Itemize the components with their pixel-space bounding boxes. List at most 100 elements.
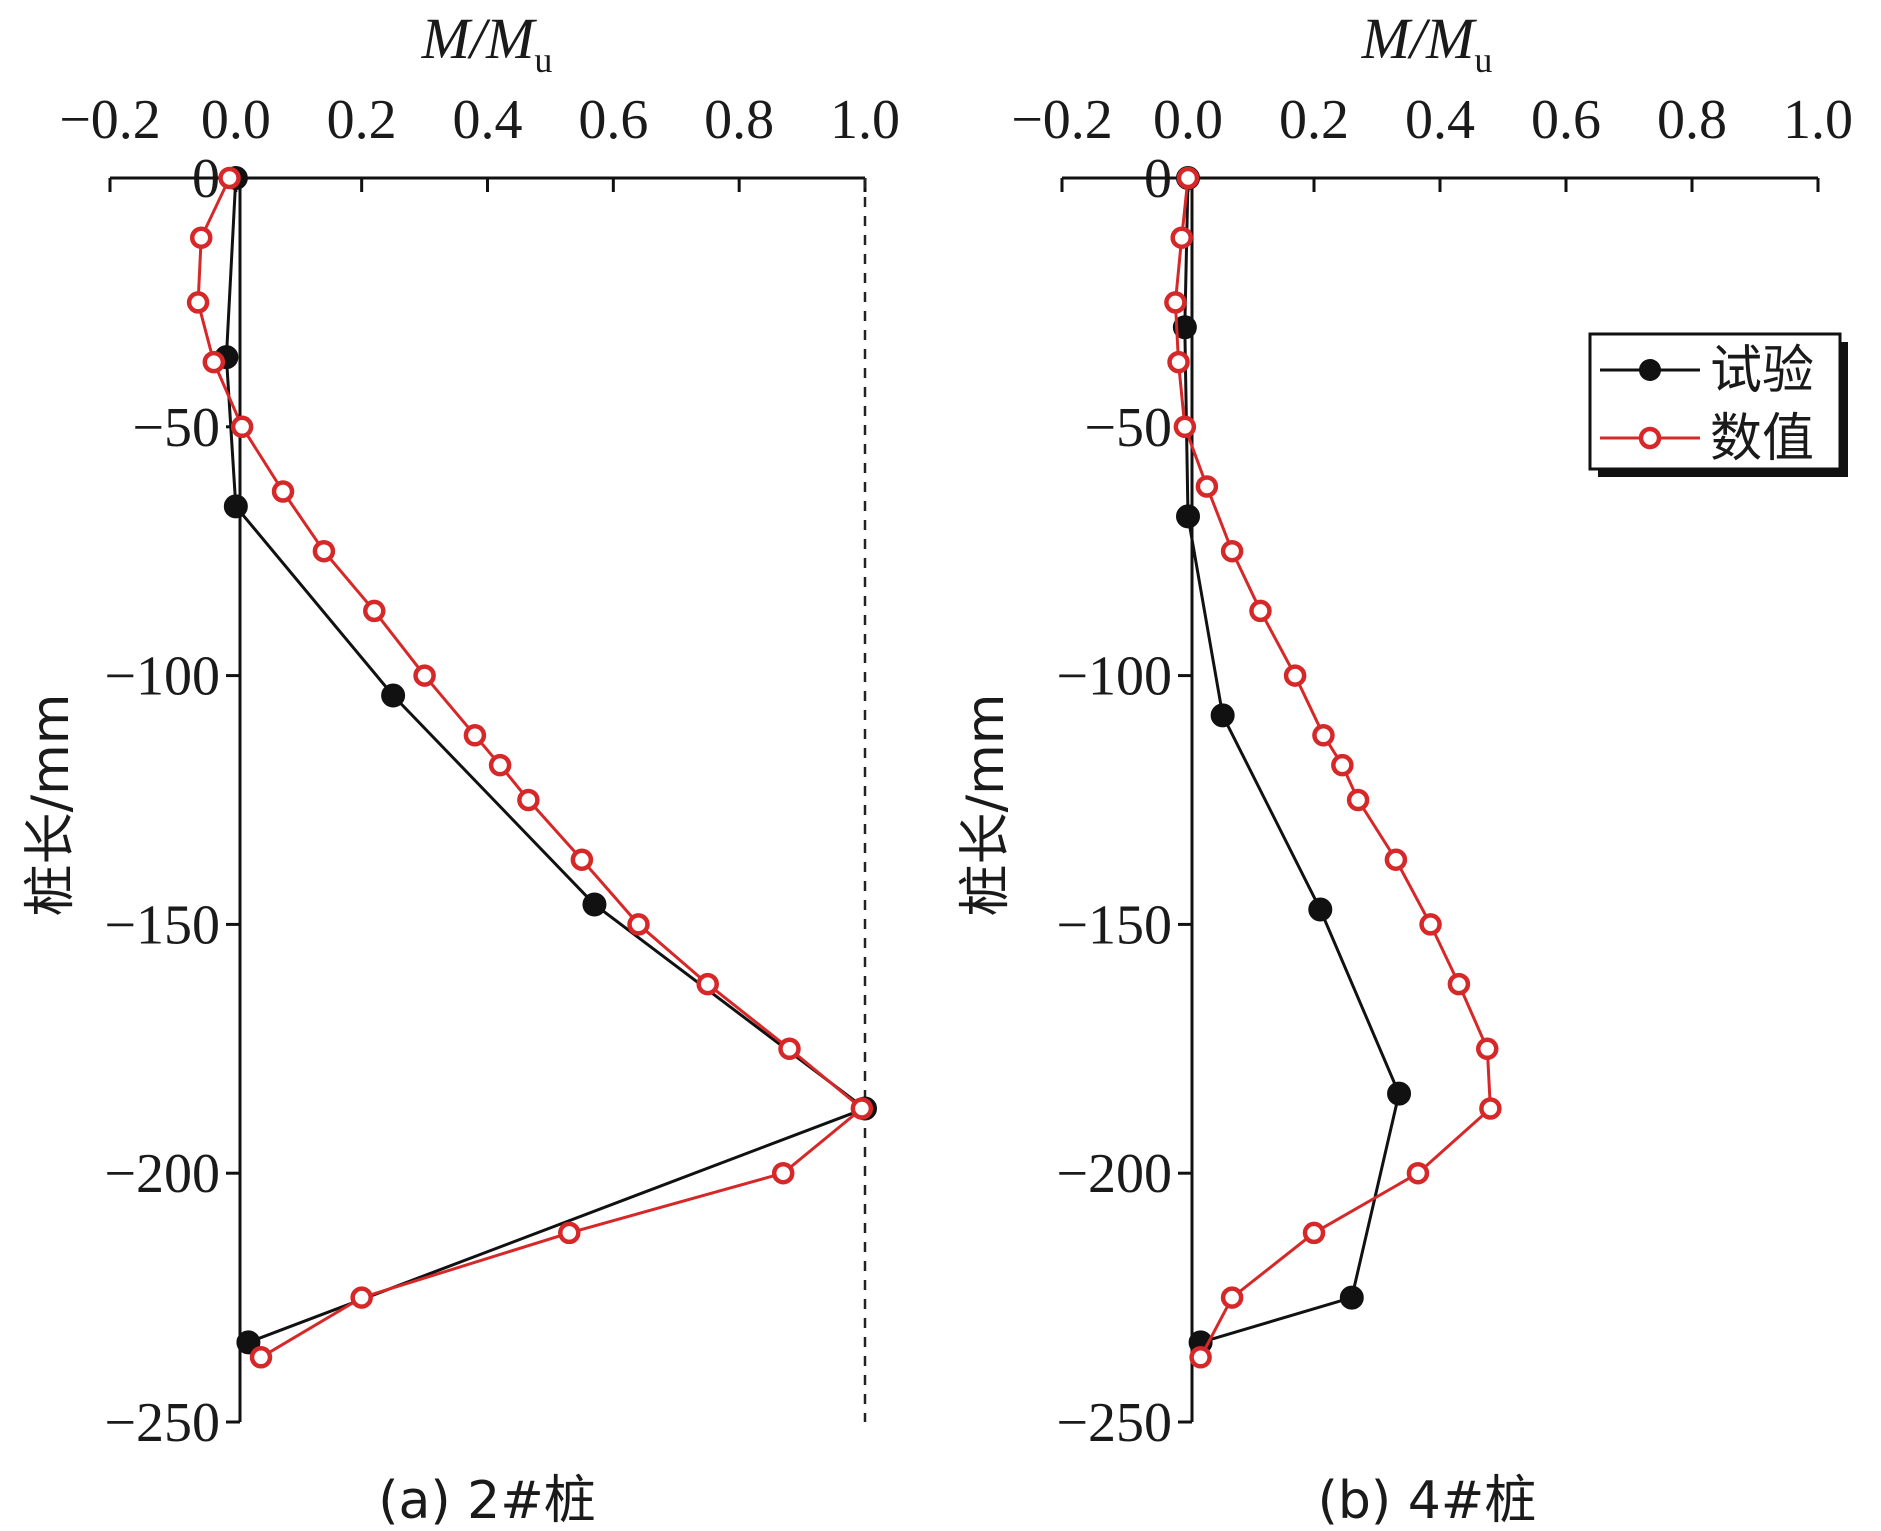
data-point <box>778 1037 801 1061</box>
x-tick-label: 0.6 <box>578 89 648 151</box>
data-point <box>1172 315 1197 340</box>
x-tick-label: 0.4 <box>453 89 523 151</box>
data-point <box>189 226 213 249</box>
y-tick-label: −100 <box>1056 646 1172 708</box>
y-tick-label: −200 <box>104 1143 220 1205</box>
x-tick-label: 0.2 <box>327 89 397 151</box>
data-point <box>1476 1037 1499 1061</box>
data-point <box>488 753 512 777</box>
x-axis-title-text: M/M <box>1361 6 1477 71</box>
x-tick-group: −0.2 0.0 0.2 0.4 0.6 0.8 1.0 <box>59 89 900 192</box>
y-tick-label: −50 <box>132 397 220 459</box>
data-point <box>570 848 594 871</box>
x-axis-title: M/Mu <box>1361 6 1493 80</box>
y-axis-title: 桩长/mm <box>956 694 1016 917</box>
data-point <box>463 724 487 747</box>
data-point <box>1195 475 1219 498</box>
data-point <box>1302 1221 1326 1245</box>
data-point <box>1339 1285 1364 1310</box>
x-axis-title-text: M/M <box>421 6 537 71</box>
data-point <box>1479 1097 1502 1120</box>
y-tick-label: −250 <box>104 1392 220 1454</box>
data-point <box>1176 504 1200 529</box>
panel-caption: (b) 4#桩 <box>1318 1471 1537 1531</box>
data-point <box>1419 913 1442 936</box>
data-point <box>1447 972 1471 996</box>
x-axis-title-subscript: u <box>534 40 552 80</box>
data-point <box>230 415 254 439</box>
data-point <box>1308 897 1333 922</box>
legend-label: 数值 <box>1710 409 1814 469</box>
series-line <box>1183 177 1401 1344</box>
data-point <box>1167 350 1190 374</box>
y-tick-group: 0−50−100−150−200−250 <box>1056 148 1192 1454</box>
legend-marker <box>1639 359 1661 381</box>
data-point <box>1387 1081 1412 1106</box>
data-point <box>1164 291 1187 314</box>
legend-marker <box>1638 426 1662 450</box>
y-tick-group: 0−50−100−150−200−250 <box>104 148 240 1454</box>
data-point <box>413 664 436 687</box>
data-point <box>582 892 607 917</box>
data-point <box>850 1097 874 1120</box>
x-tick-label: −0.2 <box>59 89 161 151</box>
data-point <box>1173 415 1197 439</box>
data-point <box>363 599 386 623</box>
data-point <box>1220 1286 1244 1309</box>
x-tick-group: −0.2 0.0 0.2 0.4 0.6 0.8 1.0 <box>1011 89 1853 192</box>
data-point <box>236 1330 261 1355</box>
y-axis-title: 桩长/mm <box>21 694 81 917</box>
data-point <box>771 1161 795 1185</box>
x-tick-label: −0.2 <box>1011 89 1113 151</box>
data-point <box>1189 1346 1212 1369</box>
y-tick-label: −250 <box>1056 1392 1172 1454</box>
y-tick-label: −200 <box>1056 1143 1172 1205</box>
data-point <box>627 913 650 936</box>
data-point <box>1283 664 1307 687</box>
x-tick-label: 0.4 <box>1405 89 1475 151</box>
data-point <box>1346 788 1370 812</box>
data-point <box>1170 226 1193 249</box>
x-tick-label: 0.0 <box>201 89 271 151</box>
data-point <box>558 1221 581 1245</box>
data-point <box>1312 724 1335 747</box>
series-line <box>196 177 865 1359</box>
data-point <box>517 788 540 812</box>
data-point <box>1176 166 1200 190</box>
x-tick-label: 0.8 <box>1657 89 1727 151</box>
y-tick-label: −50 <box>1084 397 1172 459</box>
data-point <box>350 1286 373 1309</box>
data-point <box>1210 703 1235 728</box>
data-point <box>1384 848 1408 871</box>
y-tick-label: −150 <box>104 894 220 956</box>
data-point <box>271 480 295 503</box>
data-point <box>312 539 336 563</box>
data-point <box>381 683 406 708</box>
data-point <box>696 972 719 996</box>
data-point <box>1220 539 1244 563</box>
data-point <box>186 291 210 314</box>
panel-b: M/Mu −0.2 0.0 0.2 0.4 0.6 0.8 1.0 0−50−100−150… <box>956 6 1853 1531</box>
x-tick-label: 0.2 <box>1279 89 1349 151</box>
legend-box <box>1588 332 1842 471</box>
panel-a: M/Mu −0.2 0.0 0.2 0.4 0.6 0.8 1.0 0−50−100−150… <box>21 6 900 1531</box>
y-tick-label: −100 <box>104 646 220 708</box>
x-tick-label: 1.0 <box>1783 89 1853 151</box>
panel-caption: (a) 2#桩 <box>378 1471 596 1531</box>
series-layer <box>186 166 877 1369</box>
x-axis-title-subscript: u <box>1474 40 1492 80</box>
series-line <box>224 177 869 1344</box>
y-tick-label: −150 <box>1056 894 1172 956</box>
series-layer <box>1164 166 1502 1369</box>
legend-label: 试验 <box>1710 341 1814 401</box>
x-tick-label: 0.8 <box>704 89 774 151</box>
data-point <box>202 350 226 374</box>
data-point <box>249 1346 273 1369</box>
x-tick-label: 0.6 <box>1531 89 1601 151</box>
data-point <box>218 166 241 190</box>
data-point <box>223 494 248 519</box>
data-point <box>1249 599 1272 623</box>
x-tick-label: 0.0 <box>1153 89 1223 151</box>
